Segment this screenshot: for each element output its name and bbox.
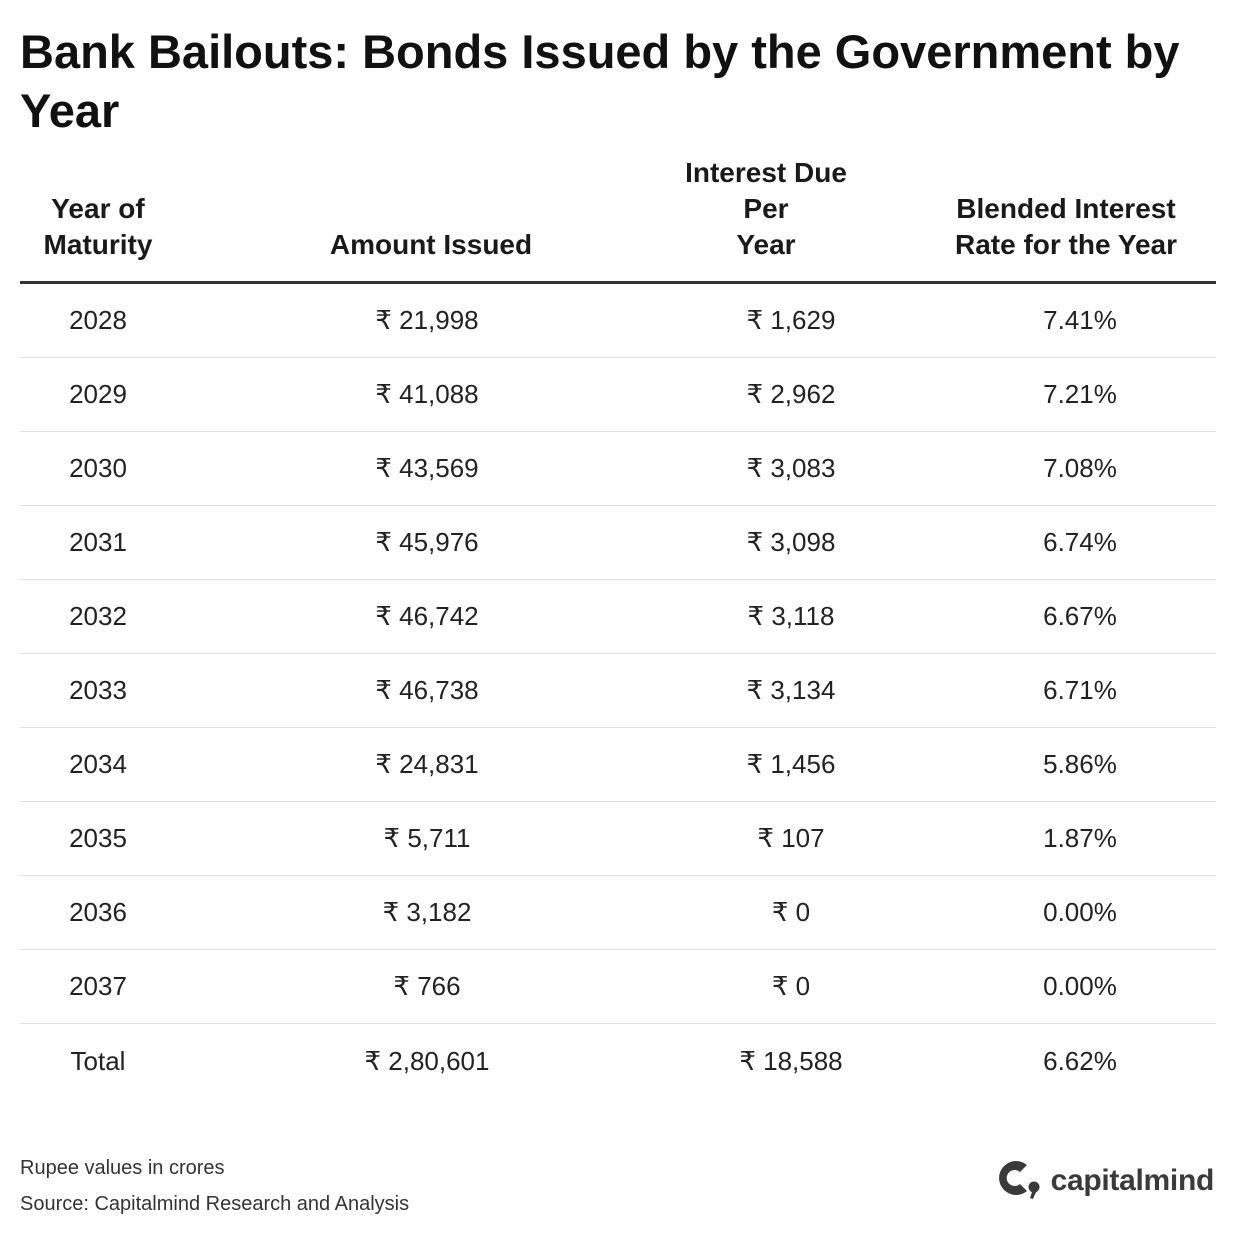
- cell-blended-rate: 7.41%: [1043, 305, 1117, 335]
- cell-blended-rate: 6.62%: [1043, 1045, 1117, 1076]
- table-total-row: Total ₹ 2,80,601 ₹ 18,588 6.62%: [20, 1024, 1216, 1098]
- table-body: 2028 ₹ 21,998 ₹ 1,629 7.41% 2029 ₹ 41,088 ₹ 2,…: [20, 284, 1216, 1098]
- header-blended-rate: Blended Interest Rate for the Year: [954, 193, 1178, 260]
- table-row: 2036 ₹ 3,182 ₹ 0 0.00%: [20, 876, 1216, 950]
- cell-year: 2028: [69, 305, 127, 335]
- table-row: 2031 ₹ 45,976 ₹ 3,098 6.74%: [20, 506, 1216, 580]
- cell-interest-due: ₹ 3,134: [746, 675, 836, 705]
- table-row: 2030 ₹ 43,569 ₹ 3,083 7.08%: [20, 432, 1216, 506]
- cell-interest-due: ₹ 1,629: [746, 305, 836, 335]
- cell-interest-due: ₹ 0: [771, 897, 811, 927]
- table-row: 2034 ₹ 24,831 ₹ 1,456 5.86%: [20, 728, 1216, 802]
- cell-amount-issued: ₹ 41,088: [375, 379, 479, 409]
- cell-interest-due: ₹ 2,962: [746, 379, 836, 409]
- header-amount-issued: Amount Issued: [329, 229, 533, 260]
- cell-interest-due: ₹ 0: [771, 971, 811, 1001]
- cell-year: 2033: [69, 675, 127, 705]
- cell-blended-rate: 6.67%: [1043, 601, 1117, 631]
- cell-amount-issued: ₹ 24,831: [375, 749, 479, 779]
- cell-year: 2031: [69, 527, 127, 557]
- cell-year: 2034: [69, 749, 127, 779]
- header-year-of-maturity: Year of Maturity: [43, 193, 153, 260]
- cell-amount-issued: ₹ 2,80,601: [364, 1045, 490, 1076]
- header-interest-due: Interest Due Per Year: [685, 157, 847, 260]
- cell-amount-issued: ₹ 5,711: [383, 823, 471, 853]
- table-row: 2028 ₹ 21,998 ₹ 1,629 7.41%: [20, 284, 1216, 358]
- cell-amount-issued: ₹ 3,182: [382, 897, 472, 927]
- cell-blended-rate: 7.21%: [1043, 379, 1117, 409]
- cell-year: 2030: [69, 453, 127, 483]
- cell-interest-due: ₹ 107: [757, 823, 825, 853]
- table-header: Year of Maturity Amount Issued Interest …: [20, 157, 1216, 284]
- cell-blended-rate: 6.71%: [1043, 675, 1117, 705]
- cell-blended-rate: 7.08%: [1043, 453, 1117, 483]
- cell-amount-issued: ₹ 46,742: [375, 601, 479, 631]
- capitalmind-logo-icon: [993, 1156, 1045, 1205]
- footnote-source: Source: Capitalmind Research and Analysi…: [20, 1193, 410, 1215]
- cell-amount-issued: ₹ 43,569: [375, 453, 479, 483]
- cell-interest-due: ₹ 3,083: [746, 453, 836, 483]
- cell-year: 2036: [69, 897, 127, 927]
- cell-year: 2032: [69, 601, 127, 631]
- table-row: 2035 ₹ 5,711 ₹ 107 1.87%: [20, 802, 1216, 876]
- cell-blended-rate: 6.74%: [1043, 527, 1117, 557]
- cell-interest-due: ₹ 3,118: [747, 601, 835, 631]
- table-row: 2032 ₹ 46,742 ₹ 3,118 6.67%: [20, 580, 1216, 654]
- footnote-units: Rupee values in crores: [20, 1157, 225, 1179]
- table-row: 2037 ₹ 766 ₹ 0 0.00%: [20, 950, 1216, 1024]
- cell-year: 2029: [69, 379, 127, 409]
- cell-blended-rate: 0.00%: [1043, 897, 1117, 927]
- data-table: Year of Maturity Amount Issued Interest …: [20, 157, 1216, 1098]
- cell-blended-rate: 5.86%: [1043, 749, 1117, 779]
- cell-amount-issued: ₹ 21,998: [375, 305, 479, 335]
- cell-year: Total: [70, 1045, 126, 1076]
- table-row: 2029 ₹ 41,088 ₹ 2,962 7.21%: [20, 358, 1216, 432]
- chart-title: Bank Bailouts: Bonds Issued by the Gover…: [20, 25, 1180, 137]
- cell-amount-issued: ₹ 766: [393, 971, 461, 1001]
- cell-year: 2037: [69, 971, 127, 1001]
- cell-amount-issued: ₹ 46,738: [375, 675, 479, 705]
- cell-amount-issued: ₹ 45,976: [375, 527, 479, 557]
- cell-interest-due: ₹ 3,098: [746, 527, 836, 557]
- table-row: 2033 ₹ 46,738 ₹ 3,134 6.71%: [20, 654, 1216, 728]
- capitalmind-logo: capitalmind: [993, 1156, 1214, 1205]
- cell-interest-due: ₹ 18,588: [739, 1045, 843, 1076]
- cell-interest-due: ₹ 1,456: [746, 749, 836, 779]
- cell-blended-rate: 1.87%: [1043, 823, 1117, 853]
- logo-wordmark: capitalmind: [1050, 1163, 1215, 1197]
- cell-year: 2035: [69, 823, 127, 853]
- cell-blended-rate: 0.00%: [1043, 971, 1117, 1001]
